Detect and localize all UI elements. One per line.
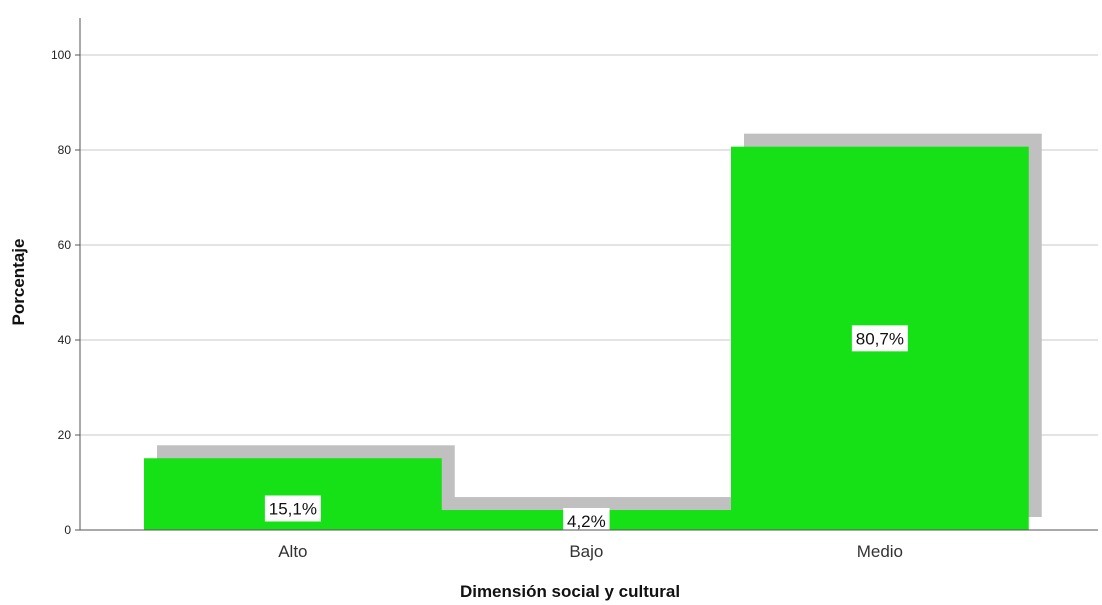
data-label-box [264, 495, 321, 522]
y-axis-title: Porcentaje [9, 239, 28, 326]
data-label: 80,7% [856, 329, 904, 348]
data-label: 15,1% [269, 499, 317, 518]
x-axis-title: Dimensión social y cultural [460, 582, 680, 601]
x-tick-label: Medio [857, 542, 903, 561]
x-tick-label: Alto [278, 542, 307, 561]
y-tick-label: 100 [51, 48, 71, 62]
y-tick-label: 0 [64, 523, 71, 537]
axes [79, 18, 1098, 531]
y-tick-label: 60 [58, 238, 72, 252]
data-label-box [851, 325, 908, 352]
x-tick-labels: Alto Bajo Medio [278, 542, 903, 561]
x-tick-label: Bajo [569, 542, 603, 561]
y-tick-label: 40 [58, 333, 72, 347]
y-tick-label: 80 [58, 143, 72, 157]
y-tick-label: 20 [58, 428, 72, 442]
data-label: 4,2% [567, 512, 606, 531]
y-tick-labels: 0 20 40 60 80 100 [51, 48, 80, 537]
bars: 15,1% 4,2% 80,7% [144, 133, 1042, 534]
